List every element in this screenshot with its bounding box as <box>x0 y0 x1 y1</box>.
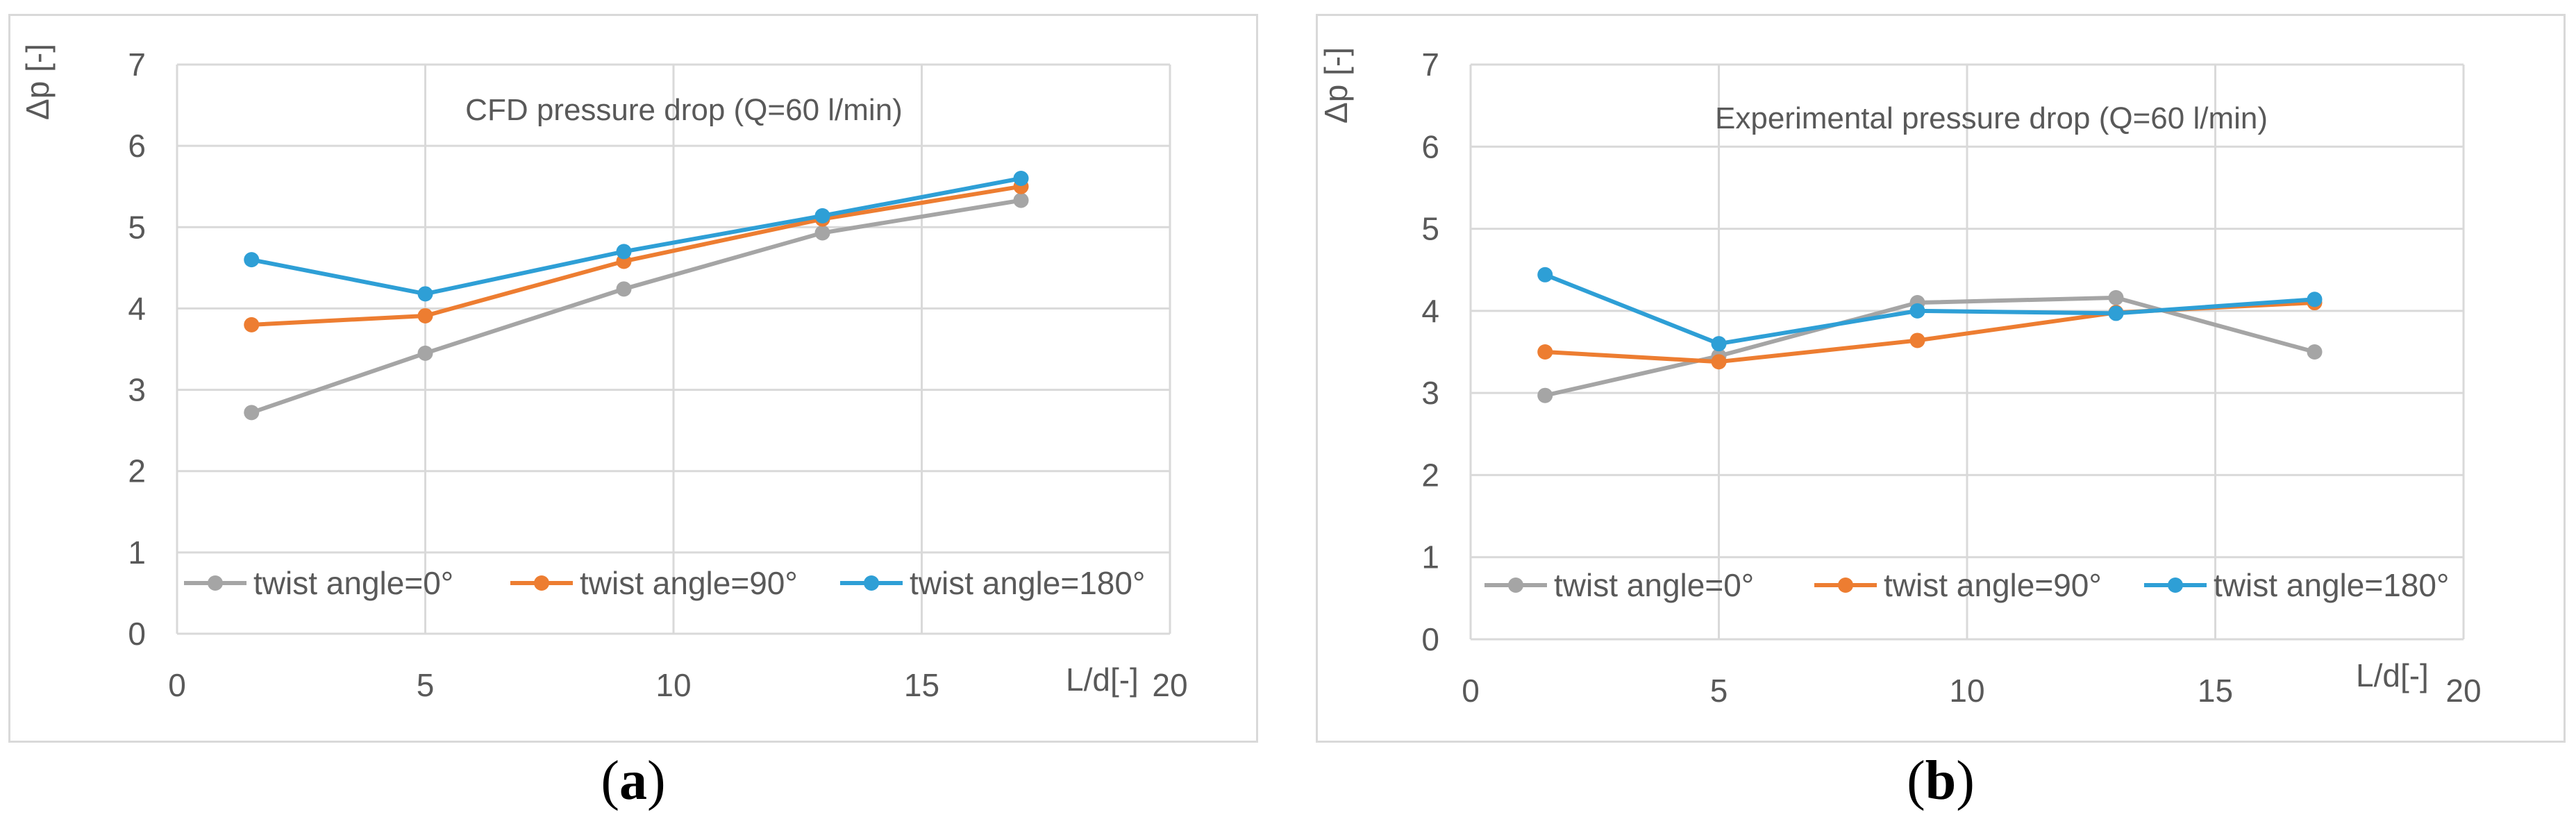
y-tick-label: 4 <box>1421 293 1439 329</box>
caption-b: (b) <box>1837 750 2045 813</box>
series-point-1 <box>417 307 433 323</box>
y-axis-label: Δp [-] <box>1318 47 1354 124</box>
series-point-1 <box>1537 344 1553 360</box>
x-tick-label: 10 <box>655 667 691 703</box>
series-line-2 <box>251 176 1022 296</box>
caption-a-open: ( <box>601 750 619 811</box>
legend-marker-0 <box>208 575 223 591</box>
x-tick-label: 10 <box>1949 673 1984 709</box>
x-axis-label: L/d[-] <box>2356 657 2429 693</box>
y-tick-label: 3 <box>128 372 146 408</box>
series-point-0 <box>814 225 830 241</box>
series-line-1 <box>251 184 1021 327</box>
legend-marker-0 <box>1508 578 1523 593</box>
series-line-2 <box>1544 273 2315 346</box>
series-point-2 <box>1909 303 1925 319</box>
x-tick-label: 5 <box>417 667 435 703</box>
x-tick-label: 20 <box>2445 673 2481 709</box>
series-line-0 <box>251 198 1021 415</box>
y-tick-label: 5 <box>1421 211 1439 247</box>
x-tick-label: 15 <box>904 667 939 703</box>
series-point-2 <box>2108 305 2124 321</box>
chart-svg-cfd: 0 1 2 3 4 5 6 7 0 5 10 15 20 CFD pressure drop (Q=60 … <box>19 44 1188 703</box>
chart-svg-experimental: 0 1 2 3 4 5 6 7 0 5 10 15 20 Experimental pressure dr… <box>1318 47 2482 709</box>
chart-panel-experimental: 0 1 2 3 4 5 6 7 0 5 10 15 20 Experimental pressure dr… <box>1316 14 2566 743</box>
series-point-0 <box>1013 192 1029 208</box>
y-tick-label: 7 <box>1421 47 1439 83</box>
x-tick-label: 15 <box>2198 673 2233 709</box>
y-tick-label: 3 <box>1421 375 1439 411</box>
caption-b-letter: b <box>1925 750 1957 811</box>
series-point-0 <box>244 405 260 421</box>
series-point-2 <box>1537 267 1553 283</box>
series-point-1 <box>1711 354 1727 370</box>
series-point-1 <box>1909 332 1925 348</box>
chart-title: Experimental pressure drop (Q=60 l/min) <box>1715 101 2268 135</box>
y-tick-label: 1 <box>128 534 146 571</box>
caption-a-close: ) <box>647 750 666 811</box>
series-point-2 <box>616 244 632 260</box>
series-point-2 <box>1711 336 1727 352</box>
legend-label-2: twist angle=180° <box>910 565 1145 601</box>
legend-marker-2 <box>2168 578 2183 593</box>
x-tick-label: 20 <box>1152 667 1187 703</box>
y-tick-label: 7 <box>128 47 146 83</box>
legend-marker-1 <box>534 575 549 591</box>
caption-b-open: ( <box>1907 750 1925 811</box>
y-tick-label: 2 <box>128 453 146 489</box>
legend-label-0: twist angle=0° <box>1554 567 1754 603</box>
series-point-0 <box>2108 289 2124 305</box>
y-tick-label: 6 <box>128 128 146 164</box>
caption-a: (a) <box>529 750 737 813</box>
y-tick-label: 6 <box>1421 128 1439 165</box>
y-tick-label: 5 <box>128 209 146 245</box>
series-point-2 <box>814 208 830 224</box>
chart-title: CFD pressure drop (Q=60 l/min) <box>465 93 903 127</box>
chart-panel-cfd: 0 1 2 3 4 5 6 7 0 5 10 15 20 CFD pressure drop (Q=60 … <box>8 14 1258 743</box>
caption-b-close: ) <box>1956 750 1975 811</box>
series-point-1 <box>244 317 260 332</box>
series-point-2 <box>2307 292 2323 307</box>
y-tick-label: 0 <box>128 616 146 652</box>
y-tick-label: 2 <box>1421 457 1439 493</box>
x-axis-label: L/d[-] <box>1066 661 1139 698</box>
x-tick-label: 0 <box>168 667 186 703</box>
series-point-2 <box>417 286 433 302</box>
y-tick-label: 0 <box>1421 621 1439 657</box>
series-point-2 <box>244 252 260 268</box>
legend-label-0: twist angle=0° <box>253 565 453 601</box>
x-tick-label: 5 <box>1710 673 1728 709</box>
series-point-0 <box>616 281 632 297</box>
series-point-2 <box>1013 171 1029 186</box>
x-tick-label: 0 <box>1462 673 1480 709</box>
legend-label-1: twist angle=90° <box>1884 567 2102 603</box>
caption-a-letter: a <box>619 750 647 811</box>
legend-marker-1 <box>1838 578 1853 593</box>
y-tick-label: 4 <box>128 290 146 326</box>
series-point-0 <box>2307 344 2323 360</box>
series-point-0 <box>1537 387 1553 403</box>
y-tick-label: 1 <box>1421 539 1439 575</box>
legend-marker-2 <box>864 575 879 591</box>
legend-label-2: twist angle=180° <box>2214 567 2449 603</box>
series-point-0 <box>417 345 433 361</box>
y-axis-label: Δp [-] <box>19 44 56 120</box>
legend-label-1: twist angle=90° <box>580 565 798 601</box>
